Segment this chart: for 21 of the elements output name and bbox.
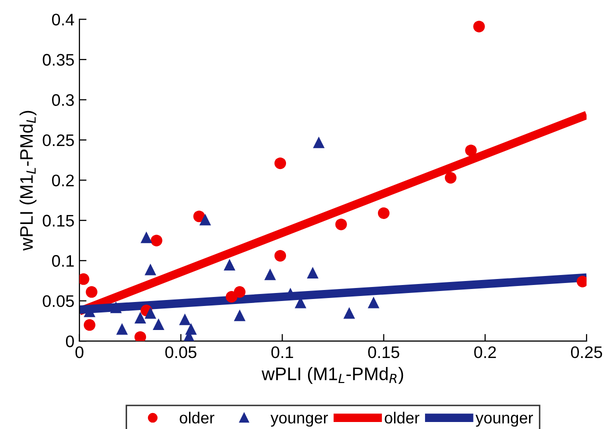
- legend-label: younger: [270, 414, 328, 427]
- y-axis-title: wPLI (M1$_{L}$-PMd$_{L}$): [20, 110, 36, 251]
- y-tick-label: 0.4: [52, 14, 74, 26]
- legend-label: older: [180, 412, 214, 424]
- x-tick-label: 0.15: [368, 346, 400, 358]
- y-tick-label: 0.25: [42, 134, 74, 146]
- y-tick-label: 0.15: [42, 214, 74, 227]
- y-tick-label: 0.05: [42, 295, 74, 308]
- y-tick-label: 0.1: [52, 255, 74, 267]
- x-tick-label: 0.25: [570, 346, 602, 358]
- y-tick-label: 0.3: [52, 94, 74, 106]
- x-tick-label: 0.1: [271, 346, 294, 358]
- x-tick-label: 0.2: [474, 346, 496, 358]
- x-tick-label: 0.05: [165, 346, 196, 358]
- y-tick-label: 0.35: [42, 54, 74, 66]
- x-tick-label: 0: [75, 346, 84, 358]
- x-axis-title: wPLI (M1$_{L}$-PMd$_{R}$): [262, 367, 404, 384]
- legend-label: older: [384, 412, 420, 424]
- legend-label: younger: [476, 414, 533, 427]
- y-tick-label: 0: [66, 335, 74, 348]
- y-tick-label: 0.2: [52, 174, 74, 186]
